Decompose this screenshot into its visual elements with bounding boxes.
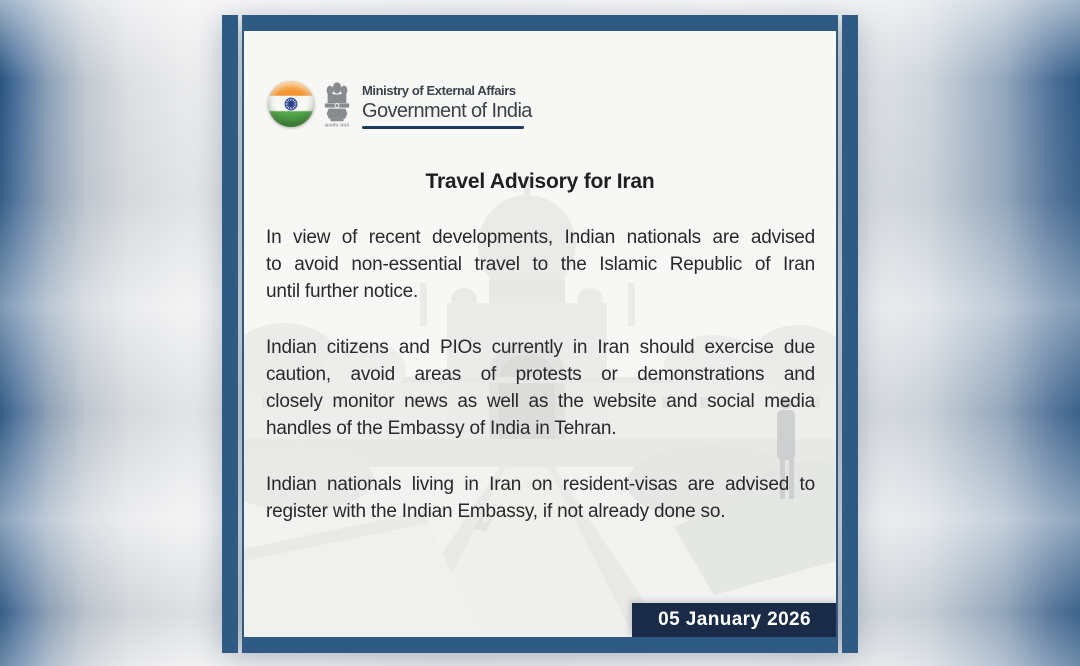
ministry-logo-text: Ministry of External Affairs Government …: [362, 81, 532, 129]
emblem-motto: सत्यमेव जयते: [324, 123, 350, 129]
ministry-logo: सत्यमेव जयते Ministry of External Affair…: [268, 81, 532, 129]
right-border-stripe: [842, 15, 858, 653]
advisory-body: In view of recent developments, Indian n…: [266, 224, 815, 525]
ashoka-chakra-icon: [284, 97, 298, 111]
advisory-line: handles of the Embassy of India in Tehra…: [266, 418, 617, 439]
advisory-paragraph: Indian nationals living in Iran on resid…: [266, 471, 815, 525]
ministry-name: Ministry of External Affairs: [362, 83, 516, 98]
advisory-line: closely monitor news as well as the webs…: [266, 391, 815, 412]
left-border-stripe: [222, 15, 238, 653]
advisory-title: Travel Advisory for Iran: [425, 170, 655, 193]
advisory-line: Indian citizens and PIOs currently in Ir…: [266, 337, 815, 358]
advisory-line: In view of recent developments, Indian n…: [266, 227, 815, 248]
advisory-card: सत्यमेव जयते Ministry of External Affair…: [222, 15, 858, 653]
advisory-line: Indian nationals living in Iran on resid…: [266, 474, 815, 495]
advisory-paragraph: In view of recent developments, Indian n…: [266, 224, 815, 305]
advisory-line: caution, avoid areas of protests or demo…: [266, 364, 815, 385]
date-badge: 05 January 2026: [632, 603, 836, 637]
government-name: Government of India: [362, 100, 532, 122]
card-content: सत्यमेव जयते Ministry of External Affair…: [244, 31, 836, 637]
india-flag-icon: [268, 81, 314, 127]
advisory-line: until further notice.: [266, 281, 419, 302]
advisory-paragraph: Indian citizens and PIOs currently in Ir…: [266, 334, 815, 442]
advisory-line: register with the Indian Embassy, if not…: [266, 501, 726, 522]
card-frame: सत्यमेव जयते Ministry of External Affair…: [242, 15, 838, 653]
ashoka-emblem-icon: सत्यमेव जयते: [319, 81, 355, 129]
advisory-line: to avoid non-essential travel to the Isl…: [266, 254, 815, 275]
logo-underline: [362, 126, 524, 129]
